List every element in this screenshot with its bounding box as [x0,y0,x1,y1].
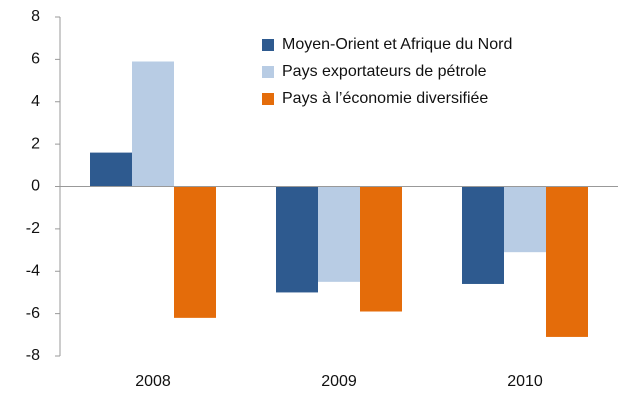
y-tick-label: -4 [26,262,40,279]
legend-label: Moyen-Orient et Afrique du Nord [282,36,512,53]
bar [90,152,132,187]
y-tick-label: 6 [31,51,40,68]
y-tick-label: -8 [26,347,40,364]
x-tick-label: 2010 [507,373,543,390]
y-tick-label: 2 [31,135,40,152]
bar [360,186,402,312]
x-tick-label: 2008 [135,373,171,390]
legend-label: Pays exportateurs de pétrole [282,63,487,80]
legend-label: Pays à l’économie diversifiée [282,90,488,107]
legend-swatch [262,66,274,78]
y-tick-label: -6 [26,305,40,322]
legend-swatch [262,93,274,105]
bar [132,61,174,187]
bar [462,186,504,284]
legend-swatch [262,39,274,51]
bar [276,186,318,293]
y-tick-label: 8 [31,8,40,25]
y-tick-label: -2 [26,220,40,237]
bar [546,186,588,337]
bar [504,186,546,253]
y-tick-label: 0 [31,178,40,195]
bar [318,186,360,282]
x-tick-label: 2009 [321,373,357,390]
y-tick-label: 4 [31,93,40,110]
bar [174,186,216,318]
